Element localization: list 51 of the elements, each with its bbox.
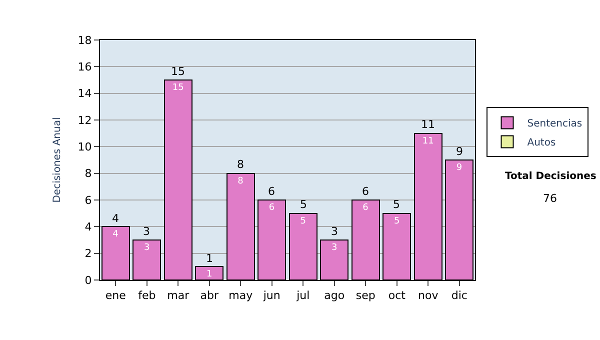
y-tick-label: 18	[78, 34, 92, 47]
y-tick-label: 16	[78, 60, 92, 74]
data-label: 6	[362, 203, 369, 213]
text: 76	[543, 192, 557, 205]
y-tick-label: 12	[78, 114, 92, 127]
legend-label: Sentencias	[527, 118, 582, 130]
data-label: 3	[332, 243, 338, 253]
y-tick-label: 0	[84, 274, 92, 287]
total-label: 3	[143, 225, 150, 238]
x-tick-label: abr	[200, 289, 219, 302]
data-label: 15	[172, 83, 184, 93]
x-tick-label: feb	[138, 289, 156, 302]
x-tick-label: jul	[296, 289, 310, 302]
y-tick-label: 2	[84, 247, 92, 260]
total-label: 11	[421, 118, 435, 131]
total-label: 9	[456, 145, 463, 158]
data-label: 9	[456, 163, 462, 173]
total-label: 5	[393, 198, 400, 211]
total-label: 4	[112, 212, 119, 225]
total-label: 6	[362, 185, 369, 198]
x-tick-label: jun	[262, 289, 280, 302]
data-label: 3	[144, 243, 150, 253]
x-tick-label: sep	[356, 289, 376, 302]
x-tick-label: ene	[105, 289, 126, 302]
y-tick-label: 10	[78, 140, 92, 154]
y-axis-title: Decisiones Anual	[52, 117, 63, 203]
data-label: 5	[300, 216, 306, 226]
x-tick-label: oct	[388, 289, 406, 302]
total-label: 6	[268, 185, 275, 198]
x-tick-label: may	[228, 289, 254, 302]
data-label: 1	[206, 270, 212, 280]
y-tick-label: 6	[84, 194, 92, 207]
data-label: 8	[238, 176, 244, 186]
y-tick-label: 14	[78, 87, 92, 100]
data-label: 4	[112, 230, 119, 240]
data-label: 6	[268, 203, 275, 213]
total-label: 15	[171, 65, 185, 78]
data-label: 11	[422, 136, 434, 146]
total-label: 3	[331, 225, 338, 238]
x-tick-label: dic	[451, 289, 468, 302]
total-label: 8	[237, 158, 244, 171]
x-tick-label: ago	[324, 289, 345, 302]
x-tick-label: nov	[418, 289, 439, 302]
data-label: 5	[394, 216, 400, 226]
total-label: 5	[300, 198, 307, 211]
y-tick-label: 8	[84, 167, 92, 180]
x-tick-label: mar	[167, 289, 190, 302]
text: Total Decisiones	[505, 171, 596, 182]
legend-label: Autos	[527, 138, 556, 149]
y-tick-label: 4	[84, 220, 92, 234]
total-label: 1	[206, 252, 213, 265]
